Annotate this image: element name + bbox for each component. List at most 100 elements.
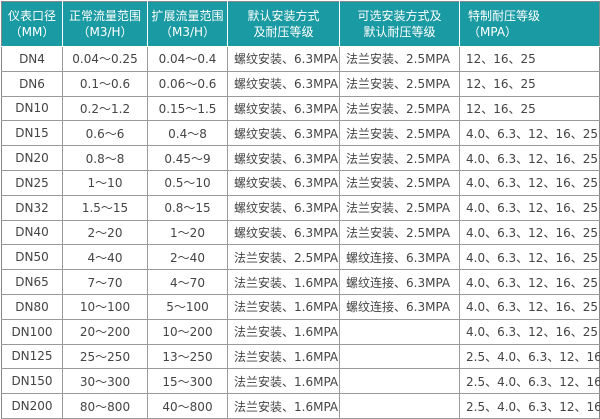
cell-diameter: DN80 [1,293,63,320]
cell-normal-flow: 0.8～8 [62,145,148,171]
cell-normal-flow: 2～20 [62,219,148,246]
cell-extended-flow: 4～70 [147,269,228,295]
header-text: （MPA） [468,25,518,39]
cell-extended-flow: 0.06～0.6 [147,70,228,97]
cell-extended-flow: 0.8～15 [147,194,228,221]
cell-extended-flow: 0.15～1.5 [147,95,228,122]
cell-optional-install: 法兰安装、2.5MPA [339,46,460,72]
cell-default-install: 螺纹安装、6.3MPA [227,219,340,246]
cell-default-install: 法兰安装、1.6MPA [227,343,340,370]
cell-diameter: DN65 [1,269,63,295]
cell-special-pressure: 4.0、6.3、12、16、25 [459,269,600,295]
cell-diameter: DN6 [1,70,63,97]
cell-diameter: DN50 [1,244,63,271]
cell-extended-flow: 1～20 [147,219,228,246]
cell-optional-install [339,343,460,370]
cell-default-install: 法兰安装、1.6MPA [227,393,340,419]
cell-extended-flow: 2～40 [147,244,228,271]
header-text: 扩展流量范围 [151,9,224,23]
header-text: 可选安装方式及 [357,9,442,23]
header-default-install: 默认安装方式 及耐压等级 [227,1,340,47]
table-row: DN6 0.1～0.6 0.06～0.6 螺纹安装、6.3MPA 法兰安装、2.5MPA… [1,70,600,97]
cell-default-install: 螺纹安装、6.3MPA [227,46,340,72]
cell-diameter: DN125 [1,343,63,370]
table-row: DN150 30～300 15～300 法兰安装、1.6MPA 2.5、4.0、6.3、… [1,368,600,395]
cell-extended-flow: 0.45～9 [147,145,228,171]
table-row: DN125 25～250 13～250 法兰安装、1.6MPA 2.5、4.0、6.3、… [1,343,600,370]
cell-diameter: DN15 [1,120,63,147]
header-optional-install: 可选安装方式及 默认耐压等级 [339,1,460,47]
cell-normal-flow: 25～250 [62,343,148,370]
cell-special-pressure: 4.0、6.3、12、16、25 [459,293,600,320]
table-row: DN100 20～200 10～200 法兰安装、1.6MPA 4.0、6.3、12、1… [1,318,600,345]
cell-normal-flow: 1～10 [62,169,148,196]
cell-optional-install: 法兰安装、2.5MPA [339,95,460,122]
cell-default-install: 螺纹安装、6.3MPA [227,194,340,221]
cell-diameter: DN100 [1,318,63,345]
table-row: DN25 1～10 0.5～10 螺纹安装、6.3MPA 法兰安装、2.5MPA 4.0、… [1,169,600,196]
header-text: （M3/H） [77,25,133,39]
cell-diameter: DN10 [1,95,63,122]
cell-default-install: 螺纹安装、6.3MPA [227,169,340,196]
header-normal-flow: 正常流量范围 （M3/H） [62,1,148,47]
cell-optional-install: 螺纹连接、6.3MPA [339,293,460,320]
cell-default-install: 法兰安装、1.6MPA [227,269,340,295]
cell-special-pressure: 2.5、4.0、6.3、12、16 [459,343,600,370]
header-text: 正常流量范围 [68,9,141,23]
cell-normal-flow: 4～40 [62,244,148,271]
cell-special-pressure: 4.0、6.3、12、16、25 [459,145,600,171]
cell-normal-flow: 1.5～15 [62,194,148,221]
cell-optional-install: 法兰安装、2.5MPA [339,120,460,147]
cell-default-install: 法兰安装、1.6MPA [227,318,340,345]
cell-default-install: 法兰安装、2.5MPA [227,244,340,271]
header-text: 仪表口径 [7,9,56,23]
cell-special-pressure: 4.0、6.3、12、16、25 [459,169,600,196]
header-text: 默认耐压等级 [363,25,436,39]
table-row: DN10 0.2～1.2 0.15～1.5 螺纹安装、6.3MPA 法兰安装、2.5MP… [1,95,600,122]
header-text: （MM） [9,25,55,39]
cell-default-install: 法兰安装、1.6MPA [227,293,340,320]
cell-special-pressure: 4.0、6.3、12、16、25 [459,244,600,271]
cell-normal-flow: 20～200 [62,318,148,345]
cell-diameter: DN150 [1,368,63,395]
header-row: 仪表口径 （MM） 正常流量范围 （M3/H） 扩展流量范围 （M3/H） 默认安装方… [1,1,600,47]
cell-normal-flow: 10～100 [62,293,148,320]
cell-optional-install [339,393,460,419]
cell-special-pressure: 12、16、25 [459,95,600,122]
cell-normal-flow: 80～800 [62,393,148,419]
header-special-pressure: 特制耐压等级 （MPA） [459,1,600,47]
cell-extended-flow: 13～250 [147,343,228,370]
header-extended-flow: 扩展流量范围 （M3/H） [147,1,228,47]
cell-diameter: DN20 [1,145,63,171]
header-diameter: 仪表口径 （MM） [1,1,63,47]
table-row: DN15 0.6～6 0.4～8 螺纹安装、6.3MPA 法兰安装、2.5MPA 4.0、… [1,120,600,147]
cell-extended-flow: 5～100 [147,293,228,320]
cell-special-pressure: 2.5、4.0、6.3、12、16 [459,393,600,419]
cell-optional-install: 法兰安装、2.5MPA [339,194,460,221]
table-row: DN20 0.8～8 0.45～9 螺纹安装、6.3MPA 法兰安装、2.5MPA 4.0… [1,145,600,171]
cell-extended-flow: 0.04～0.4 [147,46,228,72]
cell-normal-flow: 7～70 [62,269,148,295]
cell-default-install: 螺纹安装、6.3MPA [227,70,340,97]
cell-normal-flow: 0.04～0.25 [62,46,148,72]
table-row: DN200 80～800 40～800 法兰安装、1.6MPA 2.5、4.0、6.3、… [1,393,600,419]
table-row: DN32 1.5～15 0.8～15 螺纹安装、6.3MPA 法兰安装、2.5MPA 4.… [1,194,600,221]
cell-extended-flow: 40～800 [147,393,228,419]
cell-diameter: DN4 [1,46,63,72]
cell-default-install: 螺纹安装、6.3MPA [227,145,340,171]
cell-optional-install: 法兰安装、2.5MPA [339,145,460,171]
cell-normal-flow: 0.2～1.2 [62,95,148,122]
cell-optional-install: 螺纹连接、6.3MPA [339,244,460,271]
cell-optional-install [339,318,460,345]
cell-extended-flow: 10～200 [147,318,228,345]
cell-special-pressure: 2.5、4.0、6.3、12、16 [459,368,600,395]
cell-optional-install: 螺纹连接、6.3MPA [339,269,460,295]
cell-diameter: DN40 [1,219,63,246]
header-text: 默认安装方式 [247,9,320,23]
header-text: 特制耐压等级 [468,9,541,23]
cell-default-install: 螺纹安装、6.3MPA [227,95,340,122]
cell-normal-flow: 0.1～0.6 [62,70,148,97]
table-row: DN40 2～20 1～20 螺纹安装、6.3MPA 法兰安装、2.5MPA 4.0、6.… [1,219,600,246]
table-row: DN4 0.04～0.25 0.04～0.4 螺纹安装、6.3MPA 法兰安装、2.5M… [1,46,600,72]
